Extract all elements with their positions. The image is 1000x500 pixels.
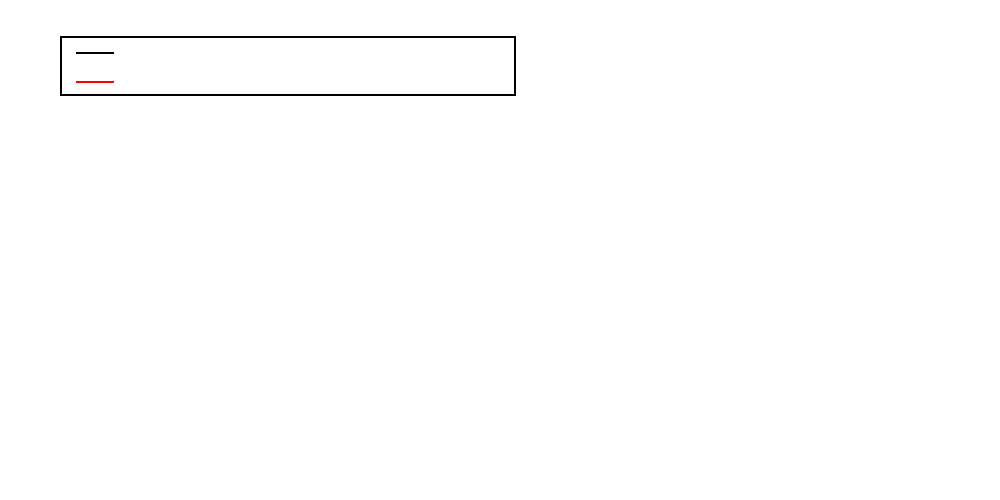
black-line-sample	[76, 51, 114, 54]
legend-item-permuted	[62, 38, 514, 67]
legend-item-patient	[62, 67, 514, 96]
red-line-sample	[76, 80, 114, 83]
legend-box	[60, 36, 516, 96]
